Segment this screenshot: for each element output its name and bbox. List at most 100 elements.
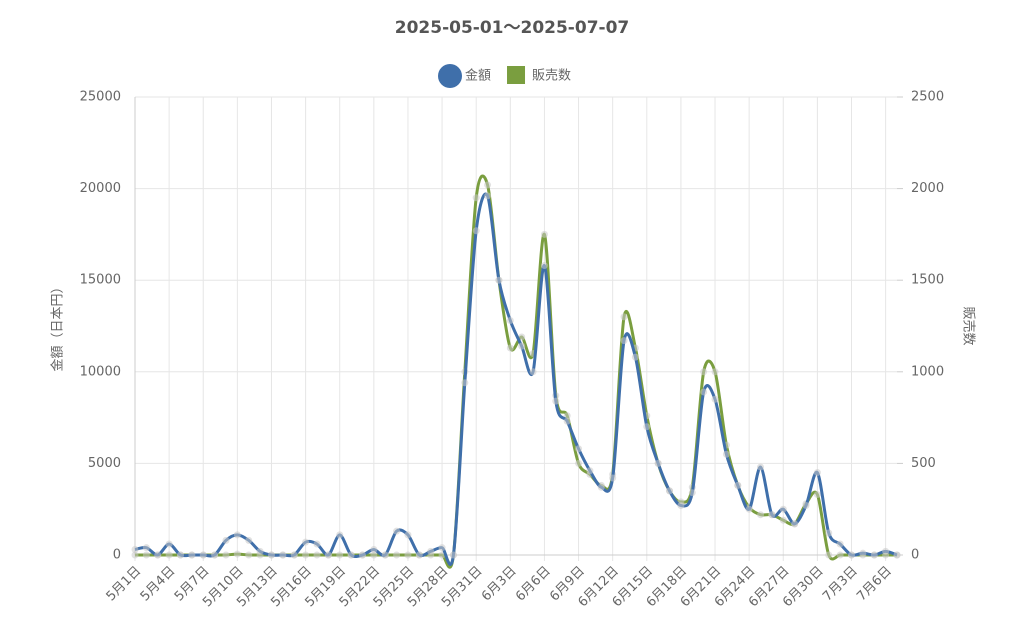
data-point	[506, 317, 514, 325]
y-tick-label: 25000	[80, 90, 121, 105]
data-point	[336, 551, 344, 559]
data-point	[711, 368, 719, 376]
data-point	[836, 540, 844, 548]
data-point	[279, 551, 287, 559]
data-point	[302, 551, 310, 559]
y-axis-title: 金額（日本円）	[50, 280, 66, 371]
legend-label: 金額	[465, 68, 491, 84]
data-point	[836, 551, 844, 559]
x-tick-label: 5月1日	[104, 564, 145, 605]
y2-tick-label: 500	[911, 456, 936, 471]
x-tick-label: 6月3日	[479, 564, 520, 605]
data-point	[495, 276, 503, 284]
data-point	[813, 491, 821, 499]
data-point	[245, 551, 253, 559]
data-point	[529, 368, 537, 376]
data-point	[415, 551, 423, 559]
data-point	[666, 487, 674, 495]
data-point	[245, 536, 253, 544]
data-point	[802, 502, 810, 510]
data-point	[825, 551, 833, 559]
data-point	[620, 313, 628, 321]
data-point	[176, 551, 184, 559]
data-point	[597, 483, 605, 491]
data-point	[324, 551, 332, 559]
y-tick-label: 20000	[80, 181, 121, 196]
data-point	[757, 463, 765, 471]
data-point	[256, 547, 264, 555]
chart-title: 2025-05-01～2025-07-07	[395, 18, 629, 38]
data-point	[711, 395, 719, 403]
data-point	[336, 531, 344, 539]
y2-tick-label: 1000	[911, 364, 944, 379]
data-point	[631, 353, 639, 361]
data-point	[233, 550, 241, 558]
data-point	[779, 516, 787, 524]
data-point	[484, 192, 492, 200]
data-point	[484, 181, 492, 189]
data-point	[393, 551, 401, 559]
y2-tick-label: 2500	[911, 90, 944, 105]
data-point	[700, 388, 708, 396]
data-point	[131, 551, 139, 559]
data-point	[677, 502, 685, 510]
data-point	[620, 337, 628, 345]
data-point	[290, 551, 298, 559]
y-tick-label: 0	[113, 548, 121, 563]
x-tick-label: 7月6日	[854, 564, 895, 605]
data-point	[165, 551, 173, 559]
data-point	[472, 194, 480, 202]
data-point	[472, 227, 480, 235]
data-point	[700, 368, 708, 376]
y-tick-label: 5000	[88, 456, 121, 471]
data-point	[165, 540, 173, 548]
data-point	[302, 538, 310, 546]
data-point	[449, 551, 457, 559]
data-point	[757, 511, 765, 519]
x-tick-label: 5月4日	[138, 564, 179, 605]
y-tick-label: 10000	[80, 364, 121, 379]
series-line	[134, 192, 898, 566]
data-point	[370, 546, 378, 554]
x-tick-label: 6月6日	[513, 564, 554, 605]
data-point	[882, 547, 890, 555]
data-point	[506, 344, 514, 352]
data-point	[461, 379, 469, 387]
data-point	[370, 551, 378, 559]
data-point	[859, 549, 867, 557]
data-point	[813, 469, 821, 477]
data-point	[393, 527, 401, 535]
data-point	[381, 551, 389, 559]
data-point	[540, 230, 548, 238]
data-point	[870, 551, 878, 559]
x-tick-label: 7月3日	[820, 564, 861, 605]
data-point	[688, 489, 696, 497]
legend-marker	[507, 66, 526, 84]
data-point	[347, 551, 355, 559]
data-point	[142, 551, 150, 559]
data-point	[575, 459, 583, 467]
data-point	[518, 342, 526, 350]
y-tick-label: 15000	[80, 273, 121, 288]
data-point	[552, 397, 560, 405]
data-point	[404, 551, 412, 559]
data-point	[518, 333, 526, 341]
data-point	[791, 520, 799, 528]
data-point	[313, 540, 321, 548]
data-point	[222, 551, 230, 559]
data-point	[358, 551, 366, 559]
data-point	[199, 551, 207, 559]
y2-tick-label: 0	[911, 548, 919, 563]
data-point	[222, 536, 230, 544]
data-point	[734, 481, 742, 489]
data-point	[211, 551, 219, 559]
data-point	[825, 529, 833, 537]
data-point	[643, 423, 651, 431]
legend-label: 販売数	[532, 68, 571, 84]
data-point	[722, 450, 730, 458]
data-point	[233, 531, 241, 539]
data-point	[404, 531, 412, 539]
y2-tick-label: 1500	[911, 273, 944, 288]
